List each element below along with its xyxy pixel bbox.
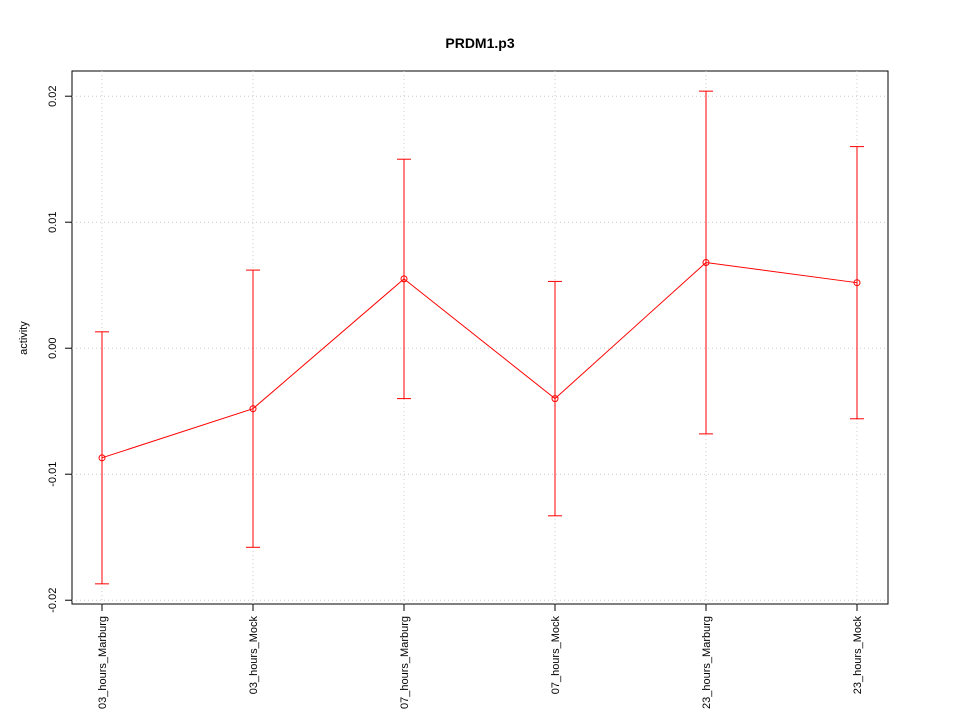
y-tick-label: 0.02 xyxy=(47,85,59,106)
point xyxy=(249,405,257,413)
point xyxy=(853,279,861,287)
x-tick-label: 03_hours_Mock xyxy=(248,616,260,695)
x-tick-label: 23_hours_Marburg xyxy=(701,616,713,709)
y-tick-label: 0.00 xyxy=(47,337,59,358)
y-tick-label: -0.01 xyxy=(47,462,59,487)
point xyxy=(702,259,710,267)
x-tick-label: 23_hours_Mock xyxy=(852,616,864,695)
point xyxy=(400,275,408,283)
chart-title: PRDM1.p3 xyxy=(445,35,514,51)
plot-frame xyxy=(71,70,889,605)
point xyxy=(551,395,559,403)
x-tick-label: 07_hours_Mock xyxy=(550,616,562,695)
point xyxy=(98,454,106,462)
x-tick-label: 03_hours_Marburg xyxy=(97,616,109,709)
y-tick-label: 0.01 xyxy=(47,211,59,232)
series-line xyxy=(101,262,858,459)
x-tick-label: 07_hours_Marburg xyxy=(399,616,411,709)
y-tick-label: -0.02 xyxy=(47,588,59,613)
y-axis-label: activity xyxy=(18,321,30,355)
